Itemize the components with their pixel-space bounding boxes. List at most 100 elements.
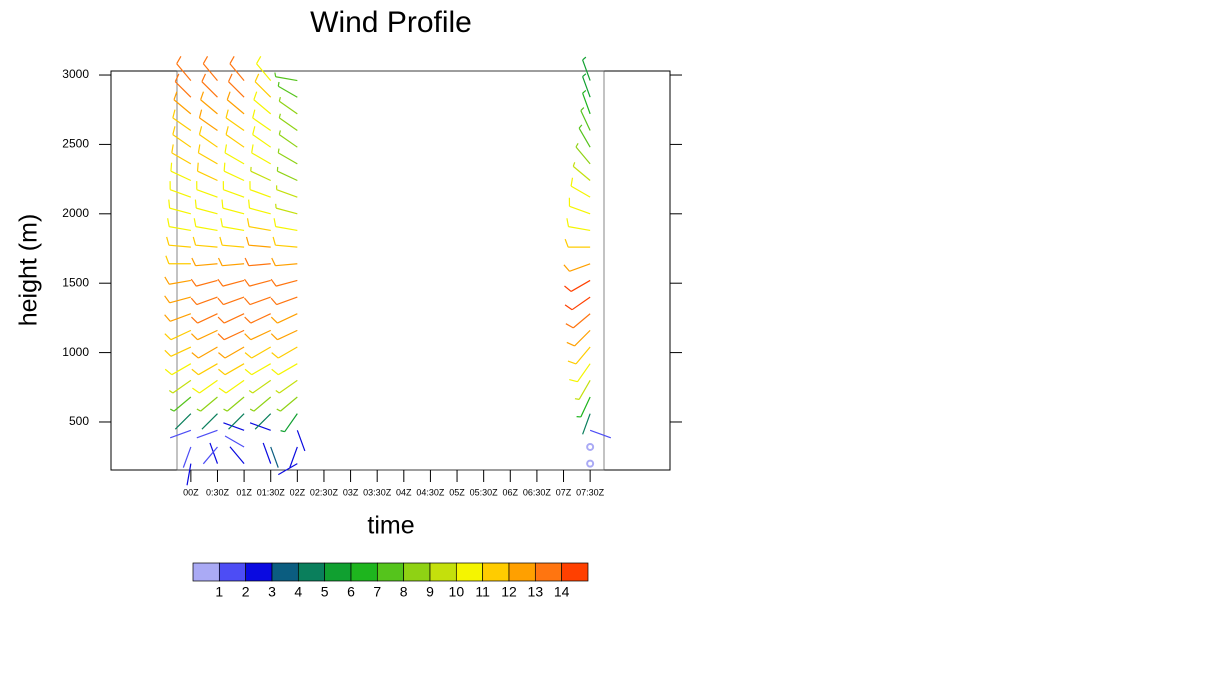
wind-barb bbox=[275, 203, 298, 215]
colorbar-label: 1 bbox=[215, 584, 223, 600]
x-tick-label: 06:30Z bbox=[523, 487, 552, 497]
wind-barb bbox=[196, 181, 218, 198]
wind-barb bbox=[164, 363, 192, 376]
chart-title: Wind Profile bbox=[310, 6, 472, 39]
wind-barb bbox=[198, 109, 218, 132]
wind-barb bbox=[244, 278, 271, 287]
colorbar-label: 3 bbox=[268, 584, 276, 600]
wind-barb bbox=[202, 446, 218, 465]
x-tick-label: 03Z bbox=[343, 487, 359, 497]
wind-barb bbox=[218, 379, 245, 394]
wind-barb bbox=[166, 236, 191, 248]
y-tick-label: 3000 bbox=[62, 67, 89, 81]
wind-barb bbox=[201, 73, 218, 98]
colorbar-label: 4 bbox=[294, 584, 302, 600]
calm-circle bbox=[586, 442, 595, 451]
wind-barb bbox=[251, 144, 272, 165]
wind-barb bbox=[217, 329, 245, 341]
x-tick-label: 05Z bbox=[449, 487, 465, 497]
x-tick-label: 07:30Z bbox=[576, 487, 605, 497]
wind-barb bbox=[275, 379, 298, 394]
wind-barb bbox=[582, 73, 591, 98]
wind-barb bbox=[196, 162, 218, 182]
wind-barb bbox=[277, 148, 298, 165]
x-tick-label: 05:30Z bbox=[470, 487, 499, 497]
wind-barb bbox=[278, 96, 298, 115]
wind-barb bbox=[219, 236, 245, 248]
wind-barb bbox=[229, 55, 245, 81]
x-tick-label: 06Z bbox=[503, 487, 519, 497]
wind-barb bbox=[274, 72, 298, 82]
colorbar-box bbox=[403, 562, 431, 582]
y-axis-label: height (m) bbox=[15, 214, 43, 327]
wind-barb bbox=[190, 278, 218, 287]
wind-barb bbox=[227, 73, 245, 98]
wind-barb bbox=[277, 81, 298, 98]
wind-barb bbox=[271, 346, 298, 359]
wind-barb bbox=[217, 296, 245, 306]
wind-barb bbox=[250, 166, 271, 182]
colorbar-label: 11 bbox=[475, 584, 490, 600]
wind-barb bbox=[191, 257, 218, 267]
wind-barb bbox=[186, 463, 192, 486]
wind-barb bbox=[276, 396, 298, 412]
wind-barb bbox=[570, 177, 591, 198]
wind-barb bbox=[244, 257, 271, 267]
wind-barb bbox=[565, 313, 591, 329]
wind-barb bbox=[249, 396, 272, 412]
x-tick-label: 0:30Z bbox=[206, 487, 230, 497]
wind-barb bbox=[244, 346, 272, 359]
calm-circle bbox=[586, 459, 595, 468]
wind-barb bbox=[564, 238, 591, 248]
wind-barb bbox=[164, 276, 191, 285]
wind-barb bbox=[225, 109, 245, 132]
wind-barb bbox=[164, 313, 192, 322]
colorbar-box bbox=[561, 562, 589, 582]
wind-barb bbox=[249, 181, 271, 198]
wind-barb bbox=[202, 55, 218, 81]
wind-barb bbox=[198, 126, 218, 148]
wind-barb bbox=[221, 199, 245, 215]
y-tick-label: 500 bbox=[69, 414, 89, 428]
colorbar-box bbox=[350, 562, 378, 582]
colorbar-box bbox=[508, 562, 536, 582]
wind-barb bbox=[164, 329, 192, 341]
wind-barb bbox=[192, 379, 218, 394]
wind-barb bbox=[191, 363, 218, 376]
y-tick-label: 1500 bbox=[62, 275, 89, 289]
colorbar-box bbox=[429, 562, 457, 582]
wind-barb bbox=[270, 446, 279, 468]
wind-barb bbox=[244, 363, 272, 376]
x-axis-label: time bbox=[367, 512, 414, 540]
wind-barb bbox=[168, 199, 192, 215]
wind-barb bbox=[223, 422, 245, 431]
wind-barb bbox=[225, 126, 245, 148]
wind-barb bbox=[171, 144, 192, 165]
wind-barb bbox=[190, 296, 218, 306]
wind-barb bbox=[170, 162, 192, 182]
wind-barb bbox=[256, 55, 272, 81]
wind-barb bbox=[224, 435, 245, 448]
wind-barb bbox=[564, 296, 591, 311]
wind-barb bbox=[217, 257, 245, 267]
wind-barb bbox=[296, 430, 306, 452]
wind-barb bbox=[563, 263, 591, 272]
wind-barb bbox=[270, 296, 298, 306]
colorbar-box bbox=[271, 562, 299, 582]
wind-barb bbox=[245, 236, 271, 248]
wind-barb bbox=[272, 236, 298, 248]
wind-barb bbox=[244, 313, 271, 324]
wind-barb bbox=[194, 199, 218, 215]
wind-barb bbox=[174, 73, 192, 98]
wind-barb bbox=[174, 413, 192, 430]
wind-barb bbox=[569, 363, 591, 383]
x-tick-label: 01Z bbox=[236, 487, 252, 497]
y-tick-label: 2000 bbox=[62, 206, 89, 220]
wind-barb bbox=[270, 278, 298, 287]
wind-barb bbox=[248, 379, 272, 394]
colorbar-label: 8 bbox=[400, 584, 408, 600]
wind-barb bbox=[280, 413, 298, 433]
colorbar-box bbox=[192, 562, 220, 582]
wind-barb bbox=[226, 91, 245, 115]
wind-barb bbox=[223, 162, 245, 182]
